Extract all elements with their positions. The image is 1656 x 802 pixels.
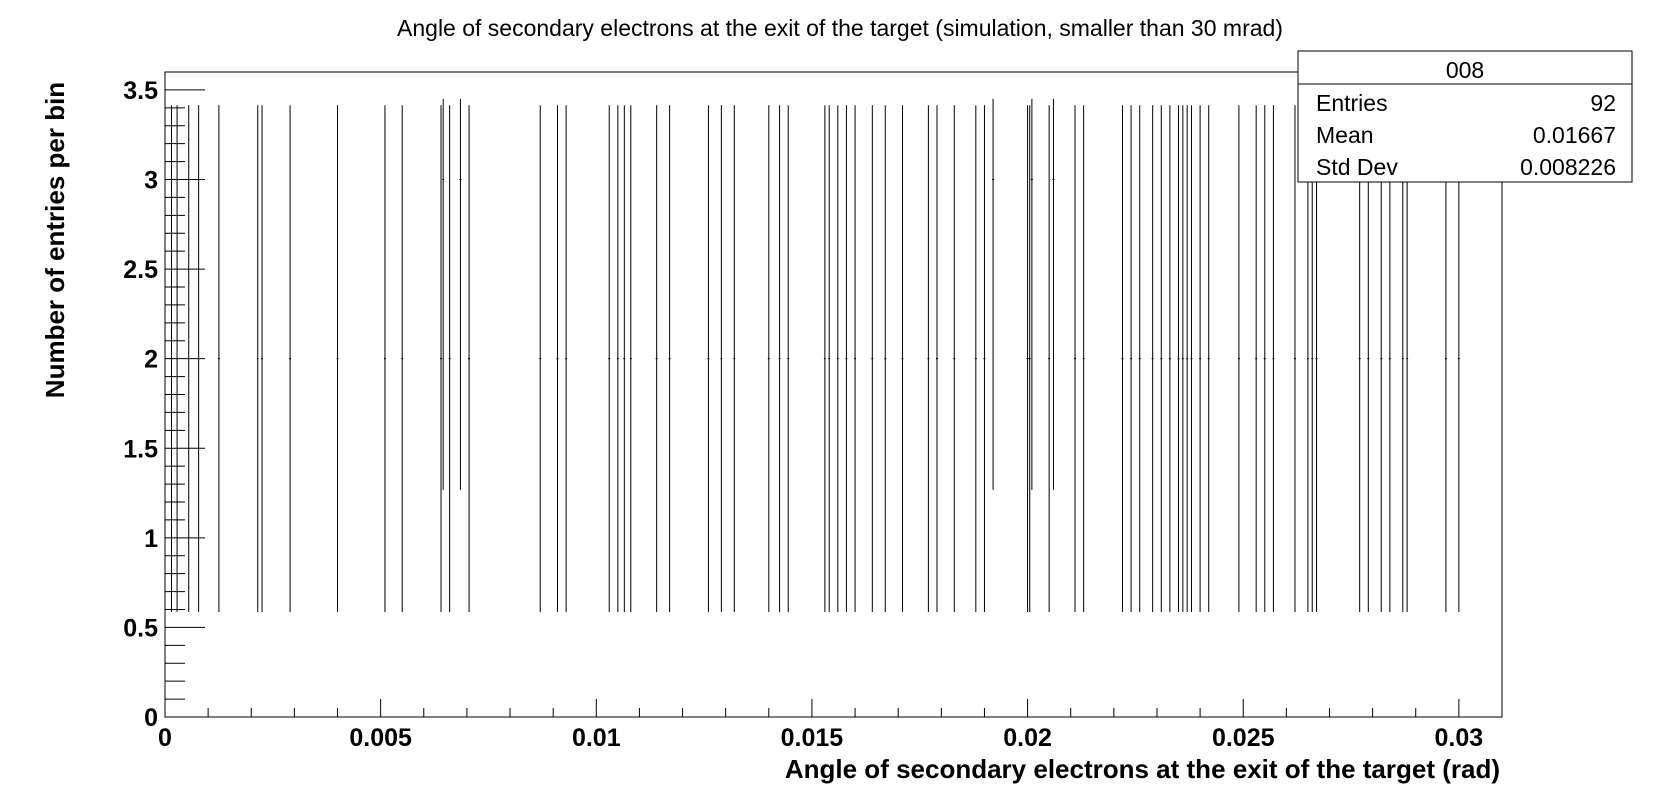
- y-axis-label: Number of entries per bin: [40, 82, 70, 398]
- y-tick-label: 0.5: [123, 614, 158, 642]
- stats-entries-value: 92: [1590, 90, 1616, 116]
- x-tick-label: 0.025: [1212, 724, 1275, 752]
- chart-title: Angle of secondary electrons at the exit…: [397, 15, 1283, 41]
- y-tick-label: 3: [144, 167, 158, 195]
- y-tick-label: 2: [144, 346, 158, 374]
- x-tick-label: 0.015: [781, 724, 844, 752]
- x-tick-label: 0: [158, 724, 172, 752]
- y-tick-label: 3.5: [123, 77, 158, 105]
- stats-box: 008 Entries 92 Mean 0.01667 Std Dev 0.00…: [1297, 50, 1633, 183]
- stats-entries-label: Entries: [1316, 90, 1388, 116]
- x-tick-label: 0.01: [572, 724, 621, 752]
- x-axis-label: Angle of secondary electrons at the exit…: [785, 754, 1500, 784]
- x-tick-label: 0.02: [1003, 724, 1052, 752]
- y-tick-label: 2.5: [123, 256, 158, 284]
- x-tick-label: 0.005: [349, 724, 412, 752]
- stats-mean-label: Mean: [1316, 122, 1374, 148]
- y-tick-label: 0: [144, 704, 158, 732]
- y-tick-label: 1: [144, 525, 158, 553]
- stats-mean-value: 0.01667: [1533, 122, 1616, 148]
- y-tick-label: 1.5: [123, 435, 158, 463]
- x-axis: 0 0.005 0.01 0.015 0.02 0.025 0.03: [158, 699, 1503, 752]
- y-axis: 0 0.5 1 1.5 2 2.5 3 3.5: [123, 71, 205, 732]
- stats-stddev-value: 0.008226: [1520, 154, 1616, 180]
- stats-box-name: 008: [1446, 57, 1484, 83]
- stats-stddev-label: Std Dev: [1316, 154, 1398, 180]
- histogram-bars: [170, 98, 1460, 613]
- x-tick-label: 0.03: [1435, 724, 1484, 752]
